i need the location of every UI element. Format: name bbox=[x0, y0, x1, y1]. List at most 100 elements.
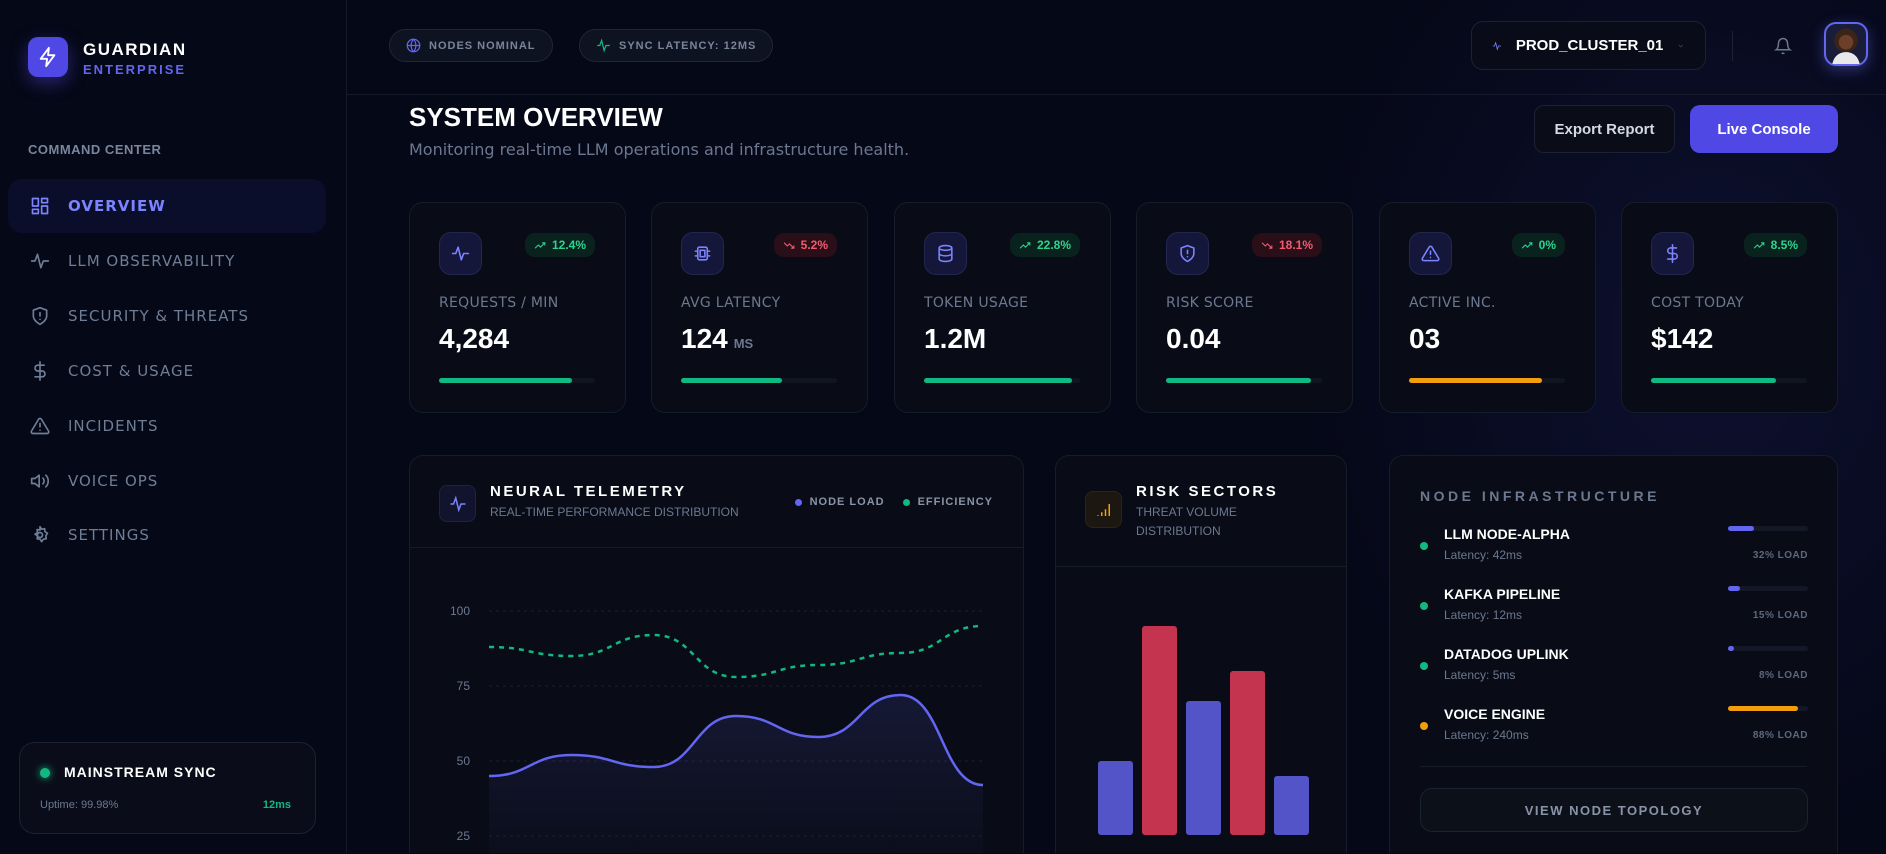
trend-badge: 12.4% bbox=[524, 233, 595, 257]
y-tick-label: 75 bbox=[457, 679, 471, 693]
telemetry-title: NEURAL TELEMETRY bbox=[490, 483, 687, 500]
cpu-icon bbox=[694, 246, 711, 261]
speaker-icon bbox=[30, 474, 50, 488]
node-status-dot bbox=[1420, 662, 1428, 670]
neural-telemetry-panel: NEURAL TELEMETRY REAL-TIME PERFORMANCE D… bbox=[409, 455, 1024, 854]
sidebar-item-label: SECURITY & THREATS bbox=[68, 307, 249, 325]
sidebar-item-cost-usage[interactable]: COST & USAGE bbox=[8, 344, 326, 398]
cluster-name: PROD_CLUSTER_01 bbox=[1515, 37, 1664, 54]
risk-title: RISK SECTORS bbox=[1136, 483, 1279, 500]
cluster-selector[interactable]: PROD_CLUSTER_01 bbox=[1471, 21, 1706, 70]
node-load-label: 88% LOAD bbox=[1752, 730, 1808, 741]
lightning-icon bbox=[39, 46, 56, 68]
node-name: VOICE ENGINE bbox=[1444, 706, 1546, 722]
sidebar-item-voice-ops[interactable]: VOICE OPS bbox=[8, 454, 326, 508]
brand-tier: ENTERPRISE bbox=[83, 62, 187, 77]
risk-sectors-panel: RISK SECTORS THREAT VOLUME DISTRIBUTION bbox=[1055, 455, 1347, 853]
telemetry-icon-box bbox=[439, 485, 476, 522]
live-console-button[interactable]: Live Console bbox=[1690, 105, 1838, 153]
stat-card: 12.4% REQUESTS / MIN 4,284 bbox=[409, 202, 626, 413]
database-icon bbox=[938, 244, 953, 263]
sidebar-item-overview[interactable]: OVERVIEW bbox=[8, 179, 326, 233]
stat-card: 18.1% RISK SCORE 0.04 bbox=[1136, 202, 1353, 413]
stat-icon-box bbox=[681, 232, 724, 275]
activity-icon bbox=[450, 494, 465, 513]
legend-node-load: NODE LOAD bbox=[794, 496, 885, 508]
node-latency: Latency: 42ms bbox=[1444, 548, 1523, 562]
gear-icon bbox=[34, 525, 49, 543]
sidebar-item-security-threats[interactable]: SECURITY & THREATS bbox=[8, 289, 326, 343]
sidebar-item-label: OVERVIEW bbox=[68, 197, 166, 215]
node-load-label: 8% LOAD bbox=[1758, 670, 1808, 681]
node-row: LLM NODE-ALPHA Latency: 42ms 32% LOAD bbox=[1420, 526, 1808, 576]
export-report-button[interactable]: Export Report bbox=[1534, 105, 1675, 153]
trend-down-icon bbox=[1261, 241, 1273, 249]
dollar-icon bbox=[34, 361, 46, 381]
stat-value: 4,284 bbox=[439, 323, 510, 354]
logo[interactable] bbox=[28, 37, 68, 77]
brand-name: GUARDIAN bbox=[83, 40, 187, 59]
node-status-dot bbox=[1420, 602, 1428, 610]
sync-latency-pill: SYNC LATENCY: 12MS bbox=[579, 29, 774, 62]
stat-card: 8.5% COST TODAY $142 bbox=[1621, 202, 1838, 413]
sidebar-item-llm-observability[interactable]: LLM OBSERVABILITY bbox=[8, 234, 326, 288]
legend-efficiency: EFFICIENCY bbox=[902, 496, 993, 508]
telemetry-chart: 100 75 50 25 bbox=[450, 604, 984, 854]
node-load-line bbox=[488, 693, 984, 787]
nodes-status-pill: NODES NOMINAL bbox=[389, 29, 553, 62]
trend-badge: 5.2% bbox=[773, 233, 837, 257]
chevron-down-icon bbox=[1679, 44, 1684, 47]
trend-up-icon bbox=[1019, 241, 1031, 249]
node-infra-title: NODE INFRASTRUCTURE bbox=[1420, 488, 1660, 504]
sidebar-item-incidents[interactable]: INCIDENTS bbox=[8, 399, 326, 453]
trend-badge: 8.5% bbox=[1743, 233, 1807, 257]
stat-value: 124 MS bbox=[681, 323, 754, 354]
node-load-bar bbox=[1728, 526, 1808, 531]
stat-card: 22.8% TOKEN USAGE 1.2M bbox=[894, 202, 1111, 413]
globe-icon bbox=[406, 38, 421, 53]
node-load-bar bbox=[1728, 586, 1808, 591]
warning-icon bbox=[30, 417, 50, 435]
sync-uptime: Uptime: 99.98% bbox=[40, 799, 119, 811]
dollar-icon bbox=[1666, 244, 1678, 263]
stat-label: RISK SCORE bbox=[1166, 295, 1254, 311]
divider bbox=[1056, 566, 1346, 567]
stat-progress bbox=[439, 378, 595, 383]
bell-icon[interactable] bbox=[1774, 36, 1792, 56]
stat-label: TOKEN USAGE bbox=[924, 295, 1029, 311]
sync-status-card: MAINSTREAM SYNC Uptime: 99.98% 12ms bbox=[19, 742, 316, 834]
nodes-status-text: NODES NOMINAL bbox=[429, 39, 536, 52]
node-name: DATADOG UPLINK bbox=[1444, 646, 1569, 662]
divider bbox=[1420, 766, 1807, 767]
stat-label: AVG LATENCY bbox=[681, 295, 781, 311]
activity-icon bbox=[597, 38, 610, 53]
sidebar-item-label: INCIDENTS bbox=[68, 417, 159, 435]
avatar[interactable] bbox=[1824, 22, 1868, 66]
sidebar: GUARDIAN ENTERPRISE COMMAND CENTER OVERV… bbox=[0, 0, 347, 853]
divider bbox=[410, 547, 1023, 548]
view-node-topology-button[interactable]: VIEW NODE TOPOLOGY bbox=[1420, 788, 1808, 832]
node-row: VOICE ENGINE Latency: 240ms 88% LOAD bbox=[1420, 706, 1808, 756]
sidebar-item-label: SETTINGS bbox=[68, 526, 150, 544]
activity-icon bbox=[30, 253, 50, 269]
shield-alert-icon bbox=[32, 306, 48, 326]
node-load-area bbox=[489, 695, 983, 854]
node-infrastructure-panel: NODE INFRASTRUCTURE LLM NODE-ALPHA Laten… bbox=[1389, 455, 1838, 853]
grid-icon bbox=[31, 197, 49, 215]
divider bbox=[1732, 31, 1733, 61]
risk-subtitle-line1: THREAT VOLUME bbox=[1136, 505, 1237, 519]
risk-icon-box bbox=[1085, 491, 1122, 528]
sidebar-item-label: COST & USAGE bbox=[68, 362, 195, 380]
stat-value: 1.2M bbox=[924, 323, 987, 354]
y-tick-label: 100 bbox=[450, 604, 470, 618]
node-row: DATADOG UPLINK Latency: 5ms 8% LOAD bbox=[1420, 646, 1808, 696]
shield-alert-icon bbox=[1180, 244, 1195, 263]
stat-icon-box bbox=[439, 232, 482, 275]
nav-section-label: COMMAND CENTER bbox=[28, 142, 162, 157]
stat-progress bbox=[924, 378, 1080, 383]
sidebar-item-settings[interactable]: SETTINGS bbox=[8, 508, 326, 562]
risk-bar bbox=[1230, 671, 1265, 835]
stat-icon-box bbox=[1651, 232, 1694, 275]
stat-value: $142 bbox=[1651, 323, 1714, 354]
y-tick-label: 25 bbox=[457, 829, 471, 843]
